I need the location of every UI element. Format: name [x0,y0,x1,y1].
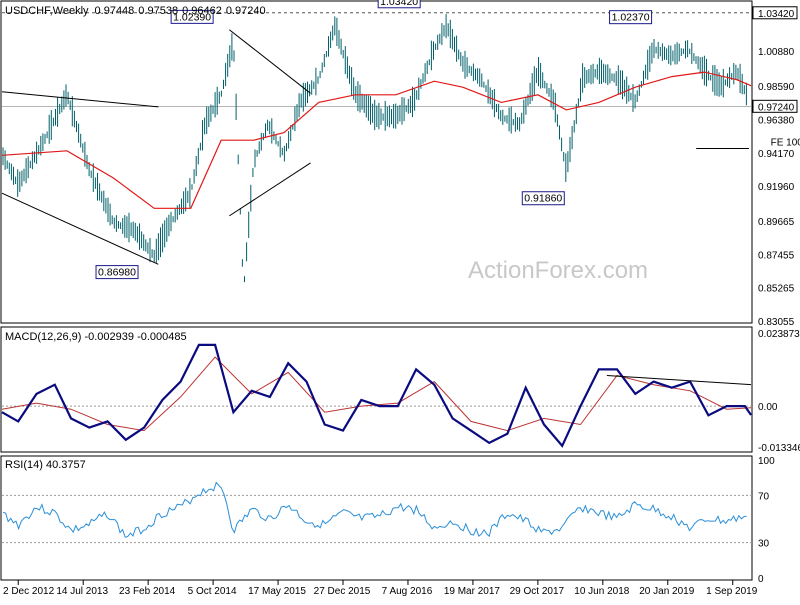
annotation-label: 0.86980 [98,267,136,279]
rsi-title: RSI(14) 40.3757 [5,459,86,471]
price-trendline [229,162,311,217]
price-y-tick: 0.85265 [758,284,795,295]
price-y-tick: 1.00880 [758,47,795,58]
price-y-tick: 0.98590 [758,82,795,93]
annotation-label: 1.02390 [173,11,211,23]
annotation-box [521,191,565,206]
price-y-tick: 0.89665 [758,217,795,228]
rsi-y-tick: 100 [758,456,775,467]
rsi-line [2,481,747,538]
price-trendline [1,192,159,265]
price-title: USDCHF,Weekly 0.97448 0.97538 0.96462 0.9724… [5,5,266,17]
price-layer: 1.02390 1.03420 1.02370 0.86980 0.91860 FE 10… [1,0,800,283]
annotation-box [377,0,421,9]
annotation-box [95,265,139,280]
price-annotation: 1.03420 [377,0,421,9]
annotation-box [170,9,214,24]
x-tick-label: 2 Dec 2012 [3,586,55,597]
top-price-tag [752,6,798,20]
price-y-tick: 0.83055 [758,317,795,328]
price-annotation: 1.02370 [609,10,653,25]
macd-y-tick: -0.013346 [758,443,800,454]
price-trendline [229,29,311,94]
macd-y-tick: 0.023873 [758,329,800,340]
price-y-tick: 0.96380 [758,115,795,126]
x-tick-label: 1 Sep 2019 [706,586,758,597]
price-annotation: FE 100.0 [771,138,800,149]
annotation-label: 1.03420 [380,0,418,8]
rsi-layer [2,481,752,544]
x-tick-label: 17 May 2015 [248,586,306,597]
x-tick-label: 20 Jan 2019 [639,586,694,597]
current-price-tag-text: 0.97240 [758,102,795,113]
x-tick-label: 14 Jul 2013 [56,586,108,597]
x-tick-label: 7 Aug 2016 [382,586,433,597]
macd-title: MACD(12,26,9) -0.002939 -0.000485 [5,331,187,343]
rsi-y-tick: 70 [758,491,770,502]
current-price-tag [752,99,798,113]
price-annotation: 0.86980 [95,265,139,280]
macd-signal-line [1,356,752,432]
rsi-y-tick: 0 [758,574,764,585]
x-tick-label: 10 Jun 2018 [574,586,629,597]
x-tick-label: 23 Feb 2014 [119,586,176,597]
rsi-panel-frame [0,455,753,581]
price-trendline [1,91,159,108]
macd-panel-frame [0,326,753,453]
macd-trendline [606,374,752,386]
macd-y-tick: 0.00 [758,402,778,413]
watermark: ActionForex.com [468,257,648,284]
annotation-label: 1.02370 [612,12,650,24]
annotation-label: 0.91860 [524,193,562,205]
fe-label: FE 100.0 [771,138,800,149]
macd-line [1,343,752,448]
price-moving-average-line [1,71,752,209]
annotation-box [609,10,653,25]
x-tick-label: 27 Dec 2015 [314,586,371,597]
price-panel-frame [0,0,753,324]
price-y-tick: 0.87455 [758,250,795,261]
x-tick-label: 29 Oct 2017 [510,586,565,597]
top-price-tag-text: 1.03420 [758,9,795,20]
x-tick-label: 19 Mar 2017 [444,586,501,597]
price-annotation: 1.02390 [170,9,214,24]
rsi-y-tick: 30 [758,539,770,550]
price-y-tick: 0.94170 [758,149,795,160]
price-annotation: 0.91860 [521,191,565,206]
price-y-tick: 0.91960 [758,182,795,193]
x-tick-label: 5 Oct 2014 [188,586,237,597]
axis-layer: 1.00880 0.98590 0.96380 0.94170 0.91960 0.896… [3,6,800,597]
macd-layer [1,343,752,448]
